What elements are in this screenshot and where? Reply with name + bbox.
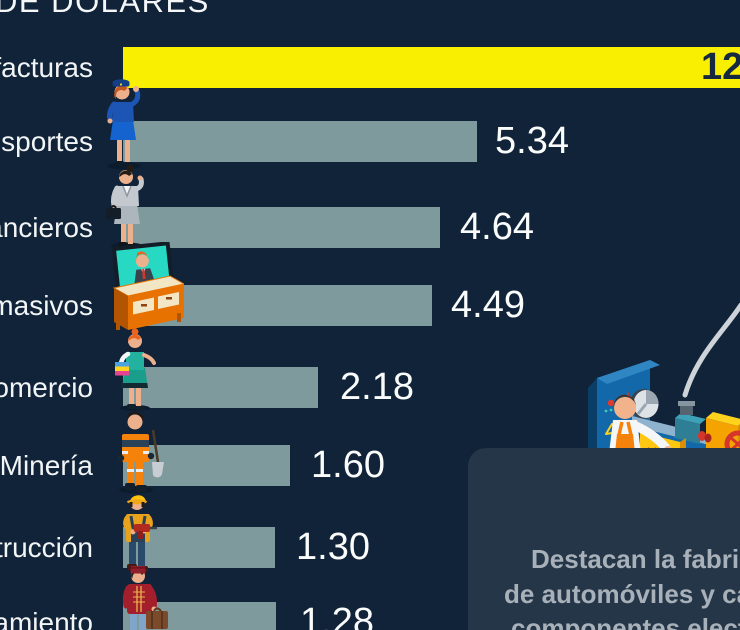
annotation-line-1: Destacan la fabricación [531,544,740,574]
value-label-construccion: 1.30 [296,526,370,568]
value-label-manufacturas: 12 [701,46,740,88]
value-label-transportes: 5.34 [495,120,569,162]
businesswoman-icon [106,165,144,250]
bellhop-icon [122,566,168,630]
annotation-line-2: de automóviles y camiones, [504,579,740,609]
value-label-medios-masivos: 4.49 [451,284,525,326]
callout-curve [682,302,740,398]
category-label-medios-masivos: Medios masivos [0,289,93,321]
value-label-mineria: 1.60 [311,444,385,486]
tv-console-icon [111,242,184,330]
annotation-line-3: componentes electrónicos [511,613,740,630]
category-label-financieros: Financieros [0,211,93,243]
category-label-alojamiento: Alojamiento [0,606,93,630]
bar-manufacturas [123,47,740,88]
value-label-comercio: 2.18 [340,366,414,408]
bar-transportes [123,121,477,162]
bar-comercio [123,367,318,408]
value-label-financieros: 4.64 [460,206,534,248]
category-label-construccion: Construcción [0,531,93,563]
flight-attendant-icon [107,79,141,170]
category-label-comercio: Comercio [0,371,93,403]
bar-financieros [123,207,440,248]
category-label-mineria: Minería [0,449,93,481]
chart-title: DE DÓLARES [0,0,210,19]
value-label-alojamiento: 1.28 [300,601,374,630]
category-label-manufacturas: Manufacturas [0,51,93,83]
annotation-panel: Destacan la fabricación de automóviles y… [468,448,740,630]
construction-worker-icon [123,495,157,572]
shop-assistant-icon [115,328,156,411]
miner-icon [117,411,164,494]
category-label-transportes: Transportes [0,125,93,157]
bar-mineria [123,445,290,486]
